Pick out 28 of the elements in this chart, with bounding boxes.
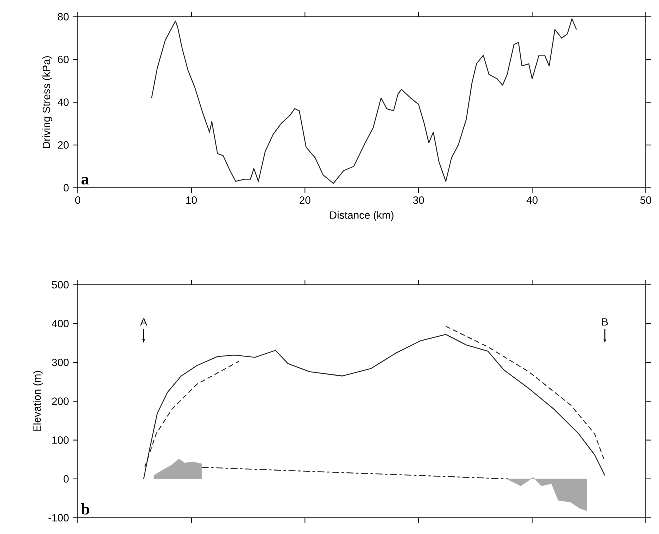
x-tick-label: 0 <box>75 196 81 204</box>
y-tick-label: 500 <box>52 281 69 289</box>
annotation: B <box>602 318 608 326</box>
y-tick-label: 60 <box>58 56 69 64</box>
line-series <box>446 326 604 460</box>
y-tick-label: 0 <box>64 184 69 192</box>
annotation: a <box>82 177 89 185</box>
y-tick-label: 200 <box>52 398 69 406</box>
x-tick-label: 20 <box>300 196 311 204</box>
y-axis-title: Driving Stress (kPa) <box>42 56 52 148</box>
y-tick-label: 80 <box>58 13 69 21</box>
y-tick-label: 0 <box>64 475 69 483</box>
x-tick-label: 30 <box>413 196 424 204</box>
y-tick-label: 20 <box>58 142 69 149</box>
line-series <box>143 334 606 480</box>
y-tick-label: 100 <box>52 436 69 444</box>
x-axis-title: Distance (km) <box>330 211 394 222</box>
x-tick-label: 50 <box>640 196 652 204</box>
y-tick-label: 40 <box>58 98 69 106</box>
annotation: A <box>140 318 148 326</box>
y-tick-label: -100 <box>48 514 69 522</box>
x-tick-label: 40 <box>526 196 538 204</box>
line-series <box>151 18 578 184</box>
x-tick-label: 10 <box>186 196 198 204</box>
annotation: b <box>81 504 90 515</box>
y-tick-label: 400 <box>52 320 69 328</box>
y-tick-label: 300 <box>52 358 69 366</box>
y-axis-title: Elevation (m) <box>33 371 44 432</box>
